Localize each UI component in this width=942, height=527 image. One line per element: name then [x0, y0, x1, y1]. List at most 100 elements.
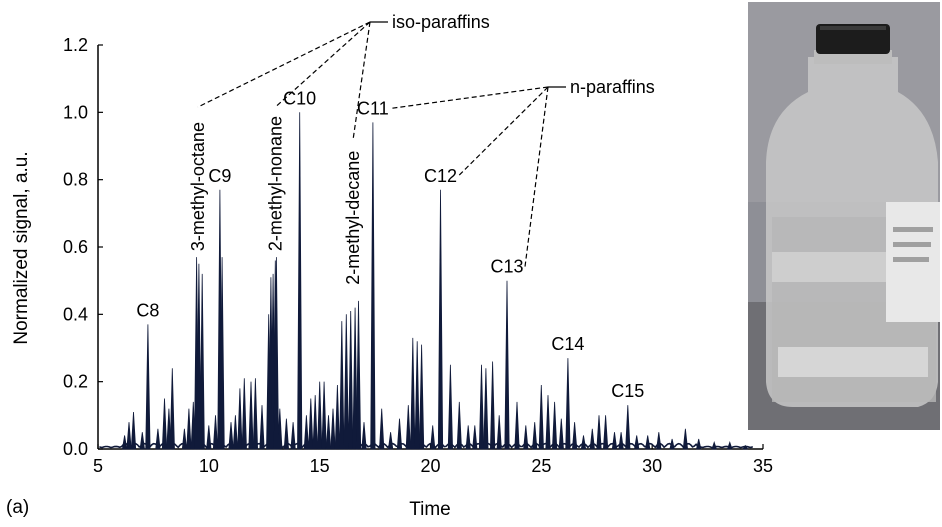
chromatogram-peak — [532, 422, 538, 450]
chromatogram-peak — [169, 368, 175, 450]
chromatogram-peak — [414, 341, 420, 450]
chromatogram-peak — [321, 381, 327, 450]
chromatogram-peak — [361, 422, 367, 450]
chromatogram-peak — [219, 257, 225, 450]
x-tick-label: 20 — [420, 456, 440, 476]
bottle-cap — [816, 24, 890, 54]
chromatogram-peak — [669, 438, 675, 450]
chromatogram-peak — [596, 415, 602, 450]
y-tick-label: 0.6 — [63, 237, 88, 257]
chromatogram-peak — [348, 310, 354, 450]
chromatogram-peak — [199, 273, 205, 450]
chromatogram-peak — [580, 435, 587, 450]
chromatogram-peak — [565, 358, 571, 450]
chromatogram-peak — [611, 432, 618, 450]
chromatogram-peak — [325, 415, 332, 450]
chromatogram-peak — [489, 361, 496, 450]
peak-label: C9 — [208, 166, 231, 186]
chromatogram-peak — [418, 344, 425, 450]
y-tick-label: 0.2 — [63, 372, 88, 392]
x-tick-label: 10 — [199, 456, 219, 476]
chromatogram-peak — [186, 408, 192, 450]
peak-annotations: C8 3-methyl-octane C9 2-methyl-nonane C10 2-m… — [136, 12, 654, 401]
chromatogram-peak — [212, 415, 219, 450]
bottle-photo — [748, 2, 940, 430]
chromatogram-peak — [558, 418, 564, 450]
chromatogram-peak — [387, 432, 394, 450]
chromatogram-peak — [126, 422, 132, 450]
chromatogram-peak — [437, 189, 444, 450]
x-tick-label: 25 — [531, 456, 551, 476]
chromatogram-peak — [259, 405, 265, 450]
group-leader-line — [458, 86, 549, 177]
chromatogram-peak — [634, 435, 640, 450]
y-axis-label: Normalized signal, a.u. — [11, 151, 32, 344]
x-axis-label: Time — [409, 499, 451, 520]
chromatogram-peak — [130, 411, 137, 450]
chromatogram-peak — [283, 418, 290, 450]
x-tick-label: 35 — [753, 456, 773, 476]
chromatogram-peak — [277, 408, 283, 450]
peak-label: C12 — [424, 166, 457, 186]
chromatogram-peak — [196, 263, 202, 450]
y-tick-label: 0.4 — [63, 304, 88, 324]
chromatogram-peak — [545, 395, 551, 450]
chromatogram-peak — [308, 398, 314, 450]
chromatogram-peak — [618, 432, 624, 450]
chromatogram-peak — [290, 422, 296, 450]
chromatogram-peak — [483, 368, 489, 450]
peak-label: C13 — [490, 257, 523, 277]
chromatogram-peak — [206, 425, 212, 450]
chromatogram-peak — [656, 432, 662, 450]
chromatogram-peak — [405, 405, 411, 450]
x-tick-label: 5 — [93, 456, 103, 476]
group-label: iso-paraffins — [392, 12, 490, 32]
chromatogram-peak — [334, 384, 341, 450]
chromatogram-peak — [447, 364, 454, 450]
chromatogram-peak — [297, 112, 303, 450]
chromatogram-peak — [181, 428, 188, 450]
chromatogram-peak — [330, 408, 336, 450]
chromatogram-peak — [139, 432, 145, 450]
x-tick-label: 15 — [310, 456, 330, 476]
chromatogram-peak — [514, 401, 520, 450]
chromatogram-peak — [430, 425, 436, 450]
chromatogram-peak — [145, 324, 151, 450]
chromatogram-peak — [465, 425, 471, 450]
peak-label: C14 — [551, 334, 584, 354]
chromatogram-peak — [155, 428, 161, 450]
chromatogram-peak — [410, 337, 416, 450]
peak-label: 3-methyl-octane — [188, 122, 208, 251]
group-leader-line — [197, 21, 371, 108]
chromatogram-peak — [742, 444, 749, 450]
chromatogram-peak — [711, 441, 717, 450]
peak-label: C10 — [283, 88, 316, 108]
chromatogram-peak — [504, 280, 510, 450]
chromatogram-peak — [571, 422, 578, 450]
peak-label: 2-methyl-nonane — [265, 116, 285, 251]
chart-axes: 5 10 15 20 25 30 35 0.0 0.2 0.4 0.6 0.8 1.0 1.2 — [63, 35, 773, 476]
chromatogram-trace — [99, 112, 754, 450]
chromatogram-peak — [355, 300, 362, 450]
group-label: n-paraffins — [570, 77, 655, 97]
chromatogram-peak — [696, 438, 702, 450]
chromatogram-peak — [538, 384, 544, 450]
chromatogram-peak — [726, 441, 733, 450]
group-leader-line — [274, 21, 371, 108]
chromatogram-peak — [273, 257, 280, 450]
chromatogram-peak — [237, 388, 243, 450]
chromatogram-peak — [472, 425, 478, 450]
chromatogram-peak — [396, 418, 403, 450]
peak-label: C11 — [357, 98, 389, 118]
chromatogram-peak — [343, 314, 349, 450]
chromatogram-peak — [303, 415, 310, 450]
chromatogram-peak — [241, 378, 247, 450]
y-tick-label: 0.0 — [63, 439, 88, 459]
x-tick-label: 30 — [642, 456, 662, 476]
chromatogram-peak — [161, 398, 168, 450]
chromatogram-peak — [248, 381, 254, 450]
panel-label: (a) — [6, 497, 30, 518]
chromatogram-peak — [551, 401, 558, 450]
chromatogram-peak — [682, 428, 689, 450]
